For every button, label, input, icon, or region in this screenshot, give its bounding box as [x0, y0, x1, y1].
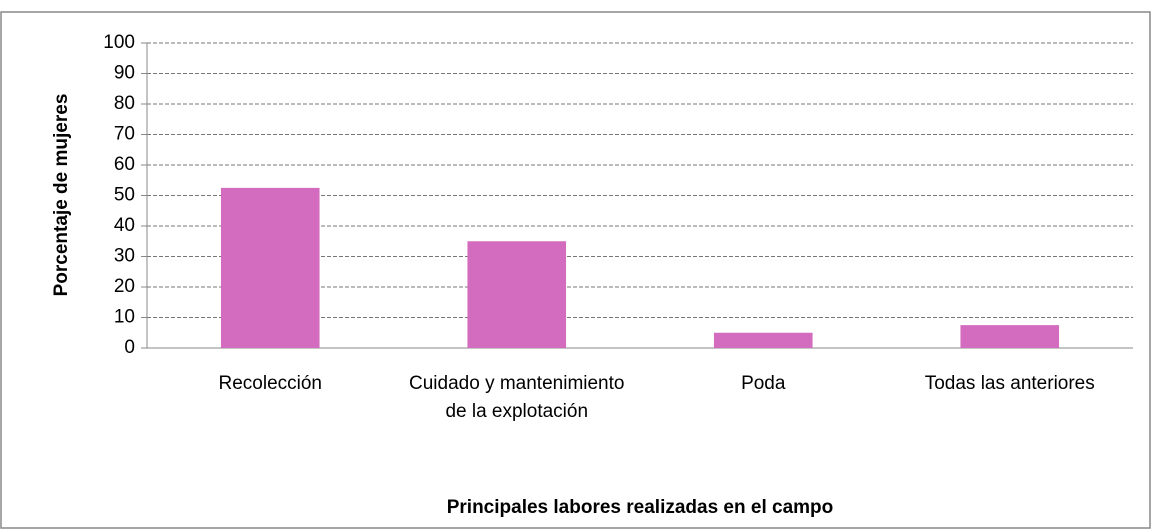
x-tick-label: Recolección	[218, 373, 323, 394]
y-tick-label: 90	[114, 63, 135, 84]
y-tick-label: 40	[114, 215, 135, 236]
bar	[220, 187, 320, 348]
y-tick-label: 10	[114, 307, 135, 328]
x-tick-label: Todas las anteriores	[924, 373, 1095, 394]
y-tick-label: 50	[114, 185, 135, 206]
x-tick-label: Cuidado y mantenimiento de la explotació…	[409, 373, 625, 422]
y-tick-label: 80	[114, 93, 135, 114]
y-tick-label: 60	[114, 154, 135, 175]
bar	[713, 332, 813, 348]
chart-frame	[0, 11, 1151, 529]
x-axis-title: Principales labores realizadas en el cam…	[447, 497, 834, 518]
y-tick-label: 0	[124, 337, 135, 358]
bar	[467, 241, 567, 348]
y-tick-label: 100	[103, 32, 135, 53]
y-axis-title: Porcentaje de mujeres	[51, 94, 72, 297]
y-tick-label: 70	[114, 124, 135, 145]
y-tick-label: 30	[114, 246, 135, 267]
y-tick-label: 20	[114, 276, 135, 297]
bar	[960, 325, 1060, 348]
x-tick-label: Poda	[741, 373, 786, 394]
